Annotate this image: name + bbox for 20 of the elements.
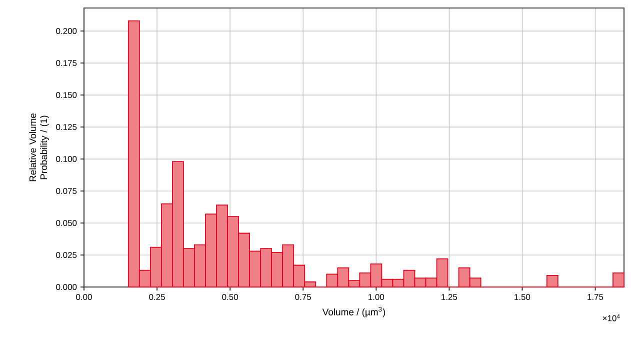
y-tick-label: 0.025	[56, 252, 77, 258]
x-tick-label: 0.25	[149, 294, 165, 300]
y-tick-label: 0.000	[56, 284, 77, 290]
y-tick-label: 0.200	[56, 28, 77, 34]
x-tick-label: 0.00	[76, 294, 92, 300]
x-tick-label: 1.75	[588, 294, 604, 300]
x-tick-label: 1.25	[442, 294, 458, 300]
y-tick-label: 0.125	[56, 124, 77, 130]
x-tick-label: 1.00	[368, 294, 384, 300]
text: ×10$^{4}$	[602, 314, 620, 322]
x-axis-title: Volume / (µm$^{3}$)	[322, 306, 386, 318]
x-tick-label: 0.50	[222, 294, 238, 300]
y-tick-label: 0.100	[56, 156, 77, 162]
y-tick-label: 0.150	[56, 92, 77, 98]
y-tick-label: 0.175	[56, 60, 77, 66]
x-tick-label: 0.75	[295, 294, 311, 300]
y-tick-label: 0.050	[56, 220, 77, 226]
x-tick-label: 1.50	[514, 294, 530, 300]
y-axis-title: Relative Volume Probability / (1)	[29, 113, 49, 182]
y-tick-label: 0.075	[56, 188, 77, 194]
